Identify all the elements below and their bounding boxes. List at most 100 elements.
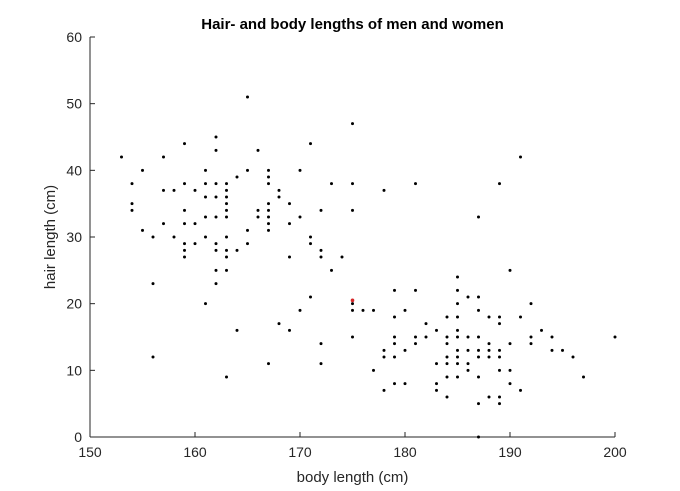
data-point [151,282,155,286]
data-point [393,335,396,339]
data-point [571,355,575,359]
highlighted-point [350,298,355,303]
y-tick-label: 30 [66,229,82,245]
data-point [508,268,512,272]
data-point [456,335,459,339]
data-point [414,288,417,292]
data-point [519,388,522,392]
data-point [214,268,218,272]
data-point [477,355,480,359]
data-point [172,188,176,192]
y-tick-label: 40 [66,162,82,178]
data-point [235,175,239,179]
data-point [193,222,197,226]
data-point [477,348,480,352]
data-point [382,388,386,392]
data-point [246,228,249,232]
y-axis-label: hair length (cm) [42,185,59,289]
data-point [256,215,260,219]
data-point [246,95,249,99]
data-point [351,308,354,312]
data-point [403,348,407,352]
data-point [267,182,270,186]
data-point [204,235,207,239]
data-point [498,355,501,359]
data-point [466,335,470,339]
data-point [477,335,480,339]
data-point [288,328,291,332]
data-point [193,242,197,246]
data-point [172,235,176,239]
data-point [183,242,186,246]
data-point [204,182,207,186]
data-point [529,335,533,339]
data-point [267,222,270,226]
data-point [267,175,270,179]
data-point [487,315,491,319]
data-point [529,342,533,346]
data-point [214,195,218,199]
data-point [225,235,228,239]
data-point [130,202,134,206]
data-point [414,182,417,186]
data-point [256,208,260,212]
data-point [214,242,218,246]
data-point [330,268,333,272]
data-point [382,348,386,352]
data-point [487,395,491,399]
x-tick-label: 170 [288,444,312,460]
data-point [550,348,554,352]
data-point [267,362,270,366]
data-point [361,308,365,312]
data-point [435,362,438,366]
data-point [225,215,228,219]
data-point [540,328,543,332]
data-point [487,355,491,359]
data-point [498,182,501,186]
data-point [309,295,312,299]
data-point [309,242,312,246]
data-point [456,375,459,379]
data-point [319,255,323,259]
data-point [330,182,333,186]
data-point [235,248,239,252]
data-point [319,208,323,212]
data-point [204,302,207,306]
data-point [130,182,134,186]
data-point [214,248,218,252]
data-point [403,382,407,386]
data-point [456,362,459,366]
data-point [351,182,354,186]
data-point [393,355,396,359]
data-point [183,222,186,226]
data-point [403,308,407,312]
data-point [498,322,501,326]
x-tick-label: 200 [603,444,627,460]
data-point [498,395,501,399]
data-point [613,335,617,339]
data-point [456,275,459,279]
data-point [183,248,186,252]
data-point [225,375,228,379]
data-point [529,302,533,306]
y-tick-label: 50 [66,96,82,112]
data-point [351,335,354,339]
axes: 150 160 170 180 190 200 0 10 20 30 40 50 60 [66,29,626,460]
data-point [319,248,323,252]
data-point [445,335,449,339]
data-point [445,355,449,359]
data-point [225,268,228,272]
data-point [466,348,470,352]
data-point [351,208,354,212]
data-point [225,195,228,199]
data-point [204,168,207,172]
data-point [477,295,480,299]
data-point [456,302,459,306]
data-point [319,362,323,366]
data-point [456,315,459,319]
data-point [382,355,386,359]
data-point [204,215,207,219]
data-point [267,228,270,232]
data-point [277,195,281,199]
chart-title: Hair- and body lengths of men and women [201,16,504,33]
